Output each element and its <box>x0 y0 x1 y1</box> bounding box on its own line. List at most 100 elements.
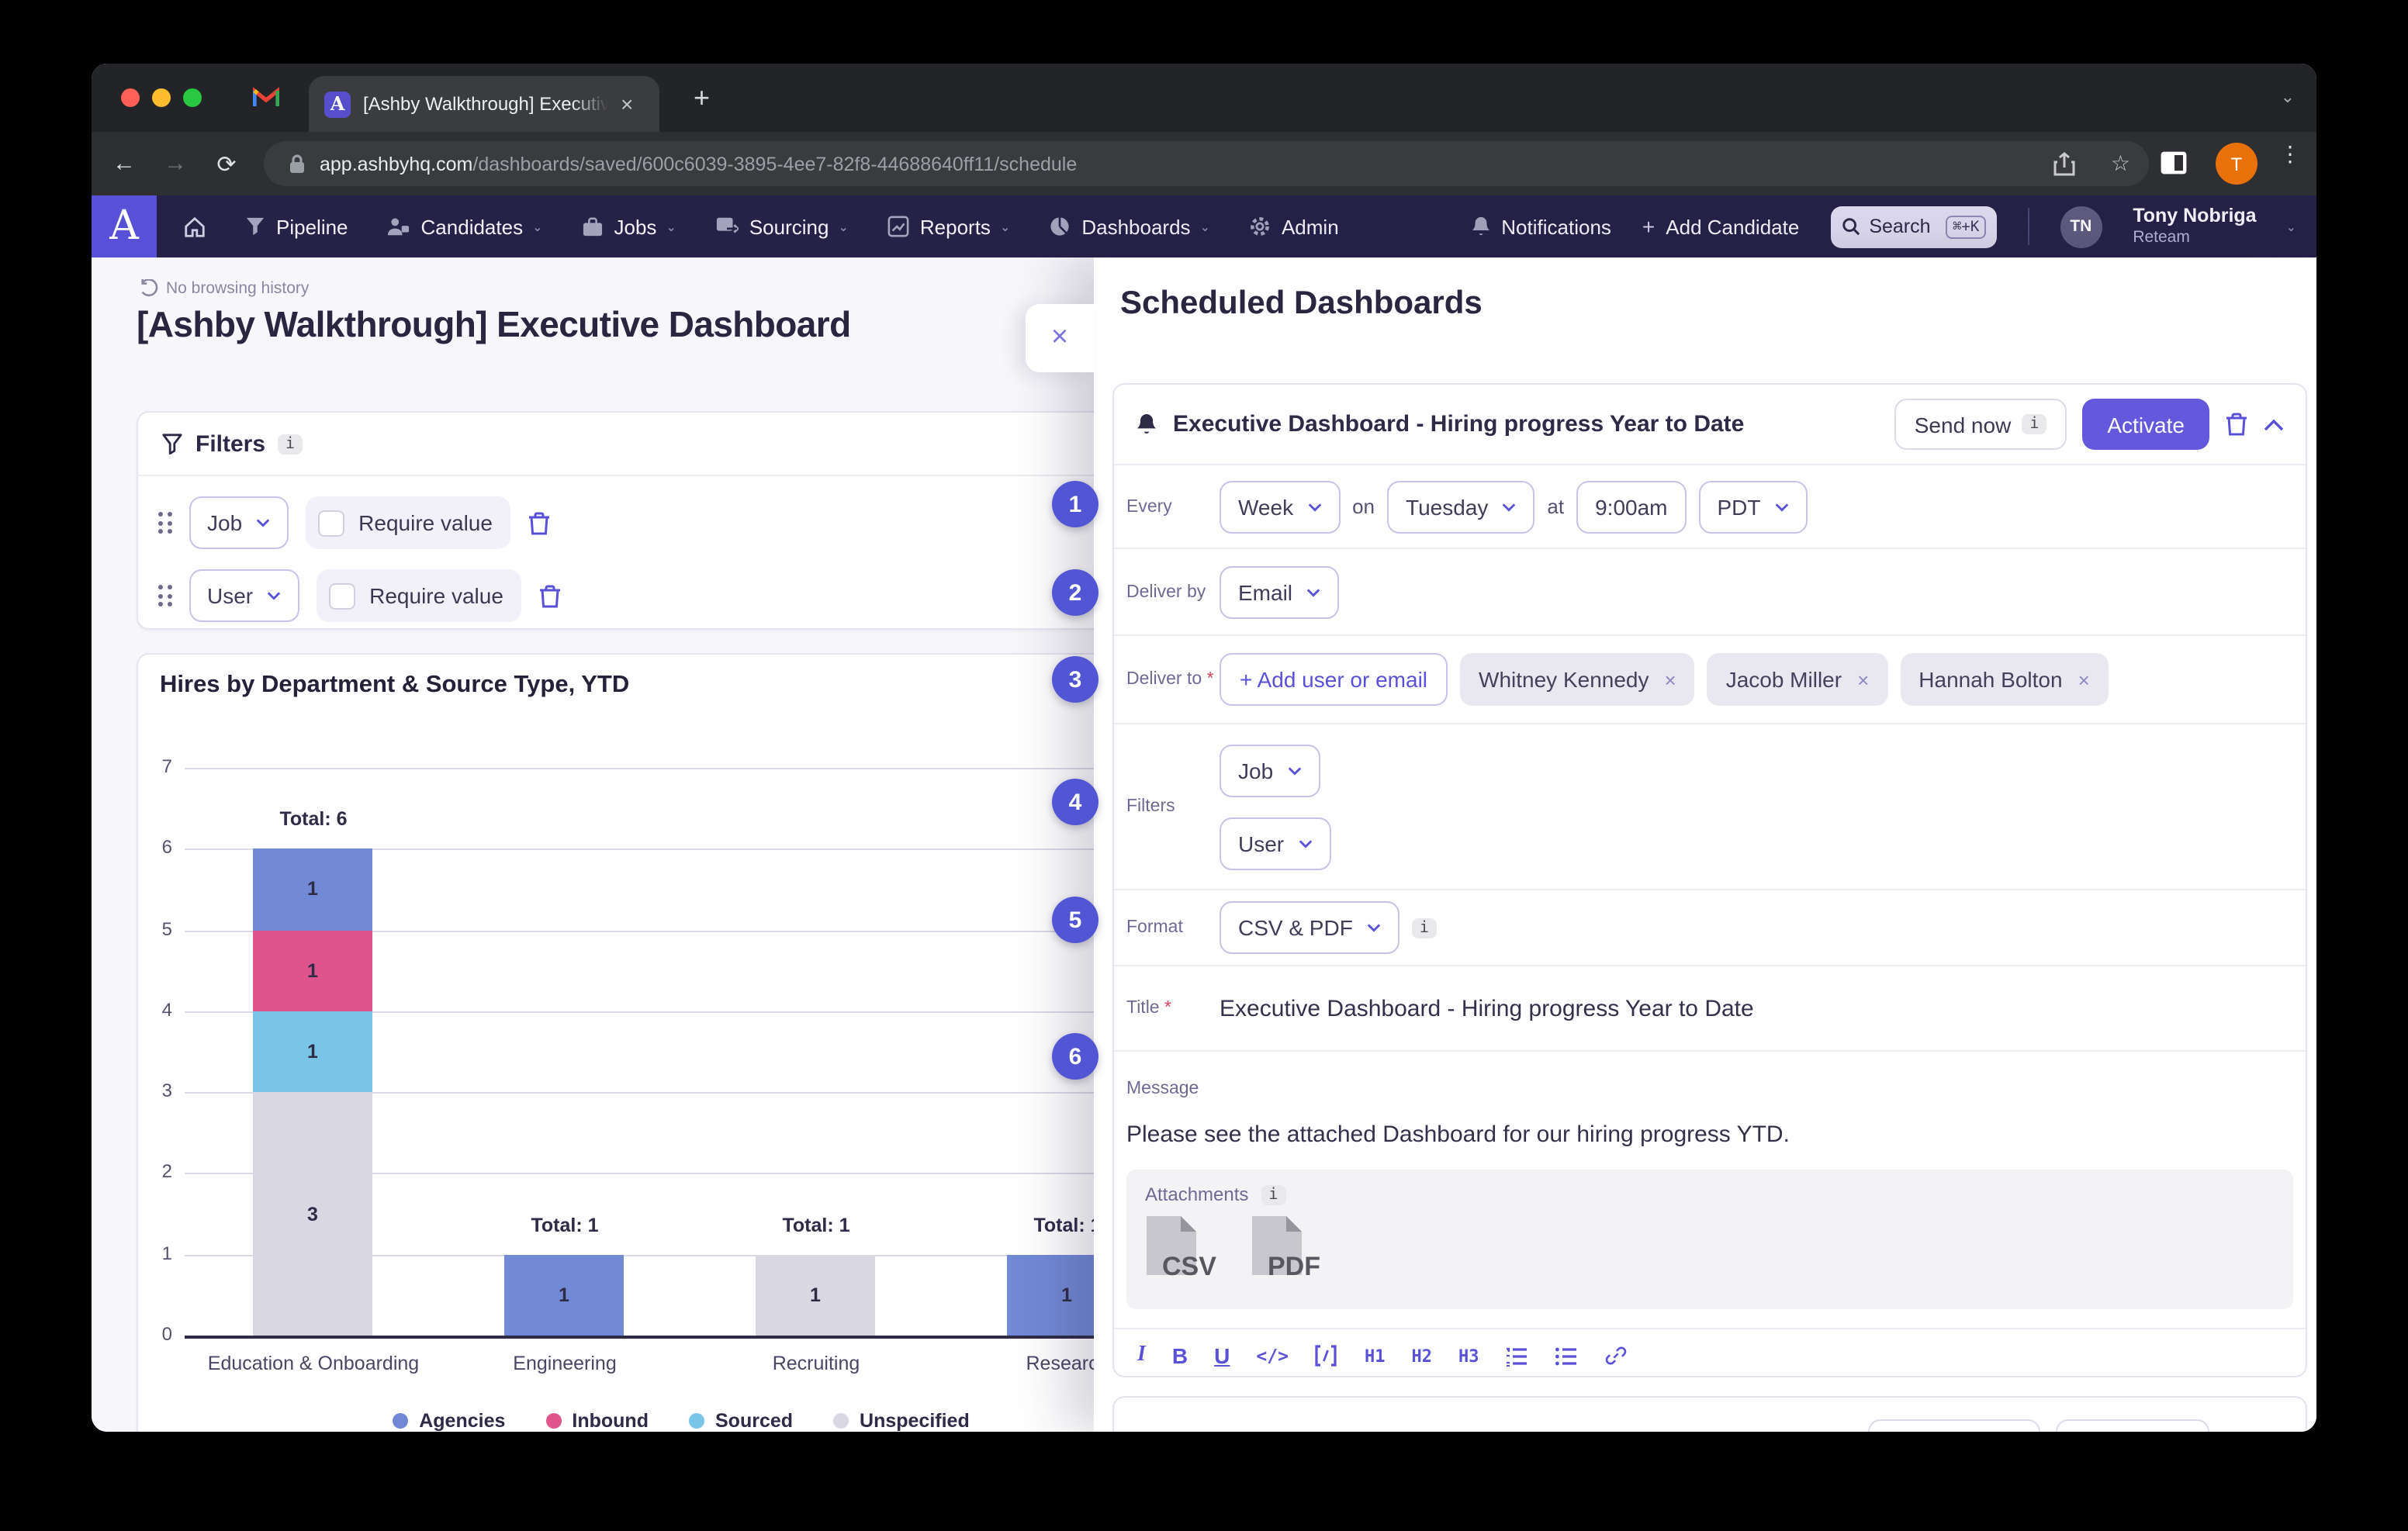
filter-field-select[interactable]: Job <box>189 496 289 549</box>
zoom-window-button[interactable] <box>183 88 202 107</box>
remove-recipient-icon[interactable]: × <box>1664 668 1676 691</box>
filter-select-user[interactable]: User <box>1220 817 1331 869</box>
info-badge[interactable]: i <box>1261 1184 1286 1204</box>
add-candidate-button[interactable]: + Add Candidate <box>1642 214 1800 239</box>
ashby-logo[interactable]: A <box>92 195 157 257</box>
trash-icon[interactable] <box>2225 1431 2248 1432</box>
bullet-list-button[interactable] <box>1555 1346 1578 1366</box>
link-button[interactable] <box>1604 1345 1628 1367</box>
filter-icon <box>162 434 182 454</box>
panel-close-button[interactable]: × <box>1026 304 1094 372</box>
h1-button[interactable]: H1 <box>1364 1346 1386 1366</box>
info-badge[interactable]: i <box>1411 918 1437 938</box>
nav-item-reports[interactable]: Reports ⌄ <box>887 215 1010 238</box>
underline-button[interactable]: U <box>1214 1343 1230 1368</box>
nav-item-pipeline[interactable]: Pipeline <box>245 215 348 238</box>
filter-select-job[interactable]: Job <box>1220 744 1320 797</box>
user-menu[interactable]: Tony Nobriga Reteam <box>2133 205 2257 247</box>
tab-search-caret-icon[interactable]: ⌄ <box>2280 88 2295 107</box>
chevron-down-icon: ⌄ <box>1199 219 1210 233</box>
bar-segment: 3 <box>253 1092 372 1336</box>
minimize-window-button[interactable] <box>152 88 171 107</box>
format-select[interactable]: CSV & PDF <box>1220 901 1399 954</box>
day-select[interactable]: Tuesday <box>1387 480 1535 533</box>
collapse-chevron-up-icon[interactable] <box>2264 418 2284 430</box>
bar-total-label: Total: 1 <box>1033 1214 1102 1236</box>
y-axis-tick: 4 <box>161 998 172 1021</box>
address-bar[interactable]: app.ashbyhq.com/dashboards/saved/600c603… <box>264 141 2149 186</box>
trash-icon[interactable] <box>539 582 562 609</box>
bookmark-star-icon[interactable]: ☆ <box>2110 150 2130 175</box>
bold-button[interactable]: B <box>1171 1343 1188 1368</box>
side-panel-icon[interactable] <box>2160 150 2188 175</box>
inline-code-button[interactable]: </> <box>1256 1345 1289 1367</box>
nav-item-jobs[interactable]: Jobs ⌄ <box>582 215 676 238</box>
nav-item-admin[interactable]: Admin <box>1249 215 1339 238</box>
nav-item-candidates[interactable]: Candidates ⌄ <box>387 215 543 238</box>
trash-icon[interactable] <box>528 510 552 536</box>
deliver-by-select[interactable]: Email <box>1220 565 1340 618</box>
chart-legend: Agencies Inbound Sourced Unspecified <box>138 1410 1224 1432</box>
filter-field-select[interactable]: User <box>189 569 300 622</box>
nav-item-dashboards[interactable]: Dashboards ⌄ <box>1049 215 1210 238</box>
interval-select[interactable]: Week <box>1220 480 1341 533</box>
search-input[interactable]: Search ⌘+K <box>1830 206 1997 247</box>
time-input[interactable]: 9:00am <box>1576 480 1687 533</box>
nav-item-sourcing[interactable]: Sourcing ⌄ <box>715 215 849 238</box>
timezone-select[interactable]: PDT <box>1698 480 1808 533</box>
legend-item[interactable]: Agencies <box>393 1410 505 1432</box>
require-value-option[interactable]: Require value <box>306 496 511 549</box>
italic-button[interactable]: I <box>1137 1343 1146 1367</box>
chevron-down-icon <box>1287 766 1301 775</box>
panel-filters-row: Filters Job User <box>1114 723 2306 889</box>
new-tab-button[interactable]: + <box>694 82 711 113</box>
close-window-button[interactable] <box>121 88 140 107</box>
legend-item[interactable]: Inbound <box>545 1410 649 1432</box>
h3-button[interactable]: H3 <box>1458 1346 1479 1366</box>
drag-handle-icon[interactable] <box>158 512 171 534</box>
checkbox[interactable] <box>318 510 345 536</box>
trash-icon[interactable] <box>2225 411 2248 437</box>
forward-button[interactable]: → <box>164 150 187 177</box>
activate-button[interactable]: Activate <box>2082 399 2209 450</box>
legend-item[interactable]: Sourced <box>689 1410 793 1432</box>
code-block-button[interactable] <box>1315 1345 1338 1367</box>
message-text[interactable]: Please see the attached Dashboard for ou… <box>1126 1121 1790 1148</box>
activate-button[interactable]: Activate i <box>2056 1419 2209 1432</box>
send-now-button[interactable]: Send now i <box>1867 1419 2041 1432</box>
sourcing-icon <box>716 217 739 233</box>
back-button[interactable]: ← <box>112 150 136 177</box>
tab-close-icon[interactable]: × <box>621 92 634 116</box>
recipient-chip[interactable]: Whitney Kennedy × <box>1460 653 1695 706</box>
send-now-button[interactable]: Send now i <box>1894 399 2067 450</box>
require-value-option[interactable]: Require value <box>317 569 522 622</box>
ordered-list-button[interactable] <box>1505 1346 1528 1366</box>
chevron-down-icon[interactable]: ⌄ <box>2285 219 2296 233</box>
url-toolbar: ← → ⟳ app.ashbyhq.com/dashboards/saved/6… <box>92 132 2316 195</box>
briefcase-icon <box>583 216 602 236</box>
recipient-chip[interactable]: Hannah Bolton × <box>1900 653 2109 706</box>
info-badge[interactable]: i <box>278 434 303 454</box>
title-field-value[interactable]: Executive Dashboard - Hiring progress Ye… <box>1220 995 1754 1021</box>
recipient-chip[interactable]: Jacob Miller × <box>1707 653 1888 706</box>
checkbox[interactable] <box>329 582 356 609</box>
user-avatar[interactable]: TN <box>2060 206 2102 247</box>
home-icon[interactable] <box>183 215 206 238</box>
reload-button[interactable]: ⟳ <box>216 151 237 178</box>
divider <box>2027 208 2029 245</box>
add-user-or-email-button[interactable]: + Add user or email <box>1220 653 1448 706</box>
gridline <box>185 1011 1221 1013</box>
gmail-icon[interactable] <box>253 85 279 109</box>
chrome-profile-avatar[interactable]: T <box>2216 143 2258 185</box>
remove-recipient-icon[interactable]: × <box>1857 668 1870 691</box>
drag-handle-icon[interactable] <box>158 585 171 607</box>
info-badge[interactable]: i <box>2022 414 2047 434</box>
browser-tab[interactable]: A [Ashby Walkthrough] Executive × <box>309 76 659 132</box>
share-icon[interactable] <box>2053 151 2077 176</box>
remove-recipient-icon[interactable]: × <box>2078 668 2090 691</box>
legend-item[interactable]: Unspecified <box>833 1410 970 1432</box>
h2-button[interactable]: H2 <box>1411 1346 1432 1366</box>
chrome-menu-icon[interactable]: ⋮ <box>2279 141 2301 166</box>
bar-segment: 1 <box>504 1254 624 1336</box>
notifications-button[interactable]: Notifications <box>1470 215 1611 238</box>
